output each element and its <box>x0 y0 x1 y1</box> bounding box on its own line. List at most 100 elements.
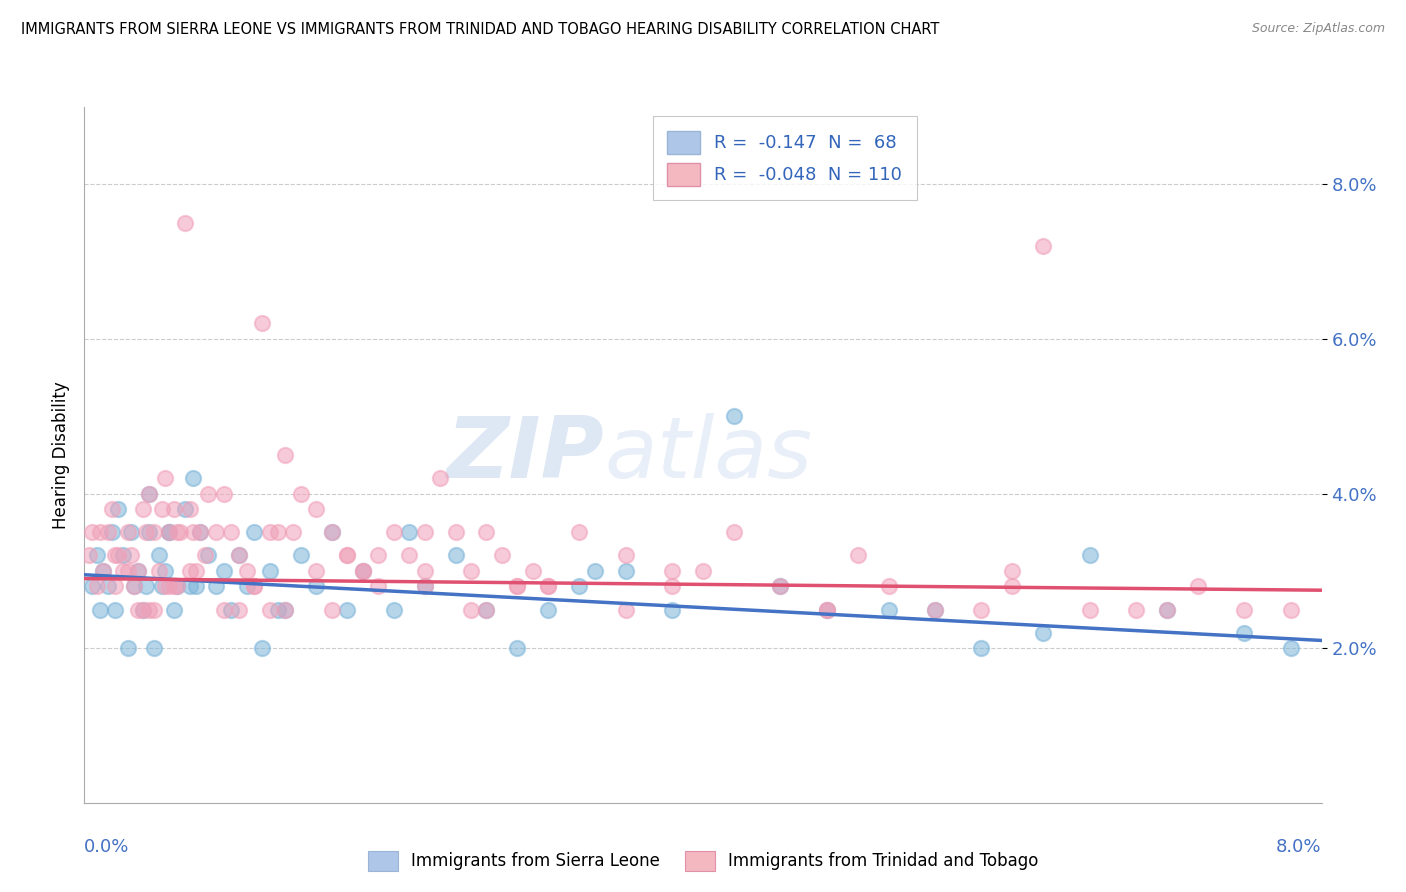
Point <box>148 549 170 563</box>
Point <box>228 549 250 563</box>
Point <box>169 525 191 540</box>
Point <box>398 549 420 563</box>
Point <box>120 549 142 563</box>
Point <box>143 525 166 540</box>
Point <box>166 525 188 540</box>
Point <box>723 525 745 540</box>
Point <box>429 471 451 485</box>
Point <box>537 602 560 616</box>
Point <box>107 502 129 516</box>
Point <box>1078 602 1101 616</box>
Point <box>305 564 328 578</box>
Point <box>122 579 145 593</box>
Point <box>506 641 529 656</box>
Text: Source: ZipAtlas.com: Source: ZipAtlas.com <box>1251 22 1385 36</box>
Point <box>148 564 170 578</box>
Point <box>475 525 498 540</box>
Point <box>305 579 328 593</box>
Point <box>274 448 297 462</box>
Point <box>382 602 405 616</box>
Point <box>321 602 343 616</box>
Point <box>219 525 242 540</box>
Point <box>89 525 111 540</box>
Point <box>82 525 104 540</box>
Point <box>522 564 544 578</box>
Point <box>159 525 180 540</box>
Point <box>135 525 157 540</box>
Point <box>460 602 482 616</box>
Point <box>96 525 118 540</box>
Point <box>212 564 235 578</box>
Point <box>86 579 108 593</box>
Point <box>127 602 149 616</box>
Point <box>117 641 139 656</box>
Legend: Immigrants from Sierra Leone, Immigrants from Trinidad and Tobago: Immigrants from Sierra Leone, Immigrants… <box>359 842 1047 880</box>
Point <box>877 579 900 593</box>
Point <box>475 602 498 616</box>
Point <box>267 525 290 540</box>
Point <box>122 579 145 593</box>
Point <box>877 602 900 616</box>
Point <box>174 216 197 230</box>
Point <box>815 602 838 616</box>
Point <box>352 564 374 578</box>
Point <box>143 641 166 656</box>
Point <box>336 549 359 563</box>
Point <box>179 564 201 578</box>
Point <box>769 579 792 593</box>
Point <box>614 602 637 616</box>
Point <box>259 564 281 578</box>
Point <box>120 525 142 540</box>
Point <box>1187 579 1209 593</box>
Point <box>101 502 124 516</box>
Point <box>228 602 250 616</box>
Point <box>153 471 176 485</box>
Point <box>1125 602 1147 616</box>
Point <box>661 602 683 616</box>
Point <box>89 602 111 616</box>
Point <box>614 549 637 563</box>
Point <box>150 502 173 516</box>
Point <box>583 564 606 578</box>
Point <box>491 549 513 563</box>
Point <box>163 579 186 593</box>
Point <box>101 525 124 540</box>
Point <box>1001 564 1024 578</box>
Point <box>235 564 259 578</box>
Point <box>290 549 312 563</box>
Point <box>181 471 204 485</box>
Point <box>107 549 129 563</box>
Point <box>205 579 228 593</box>
Point <box>117 525 139 540</box>
Point <box>112 564 135 578</box>
Point <box>96 579 118 593</box>
Point <box>143 602 166 616</box>
Point <box>267 602 290 616</box>
Point <box>179 502 201 516</box>
Point <box>104 549 127 563</box>
Point <box>250 317 273 331</box>
Point <box>138 602 160 616</box>
Point <box>460 564 482 578</box>
Point <box>112 549 135 563</box>
Point <box>205 525 228 540</box>
Point <box>506 579 529 593</box>
Legend: R =  -0.147  N =  68, R =  -0.048  N = 110: R = -0.147 N = 68, R = -0.048 N = 110 <box>652 116 917 201</box>
Point <box>413 579 436 593</box>
Point <box>138 525 160 540</box>
Point <box>127 564 149 578</box>
Point <box>568 579 591 593</box>
Point <box>367 549 389 563</box>
Point <box>723 409 745 424</box>
Point <box>506 579 529 593</box>
Point <box>352 564 374 578</box>
Point <box>1078 549 1101 563</box>
Point <box>159 525 180 540</box>
Text: ZIP: ZIP <box>446 413 605 497</box>
Point <box>159 525 180 540</box>
Point <box>188 525 212 540</box>
Point <box>336 549 359 563</box>
Point <box>274 602 297 616</box>
Point <box>274 602 297 616</box>
Point <box>188 525 212 540</box>
